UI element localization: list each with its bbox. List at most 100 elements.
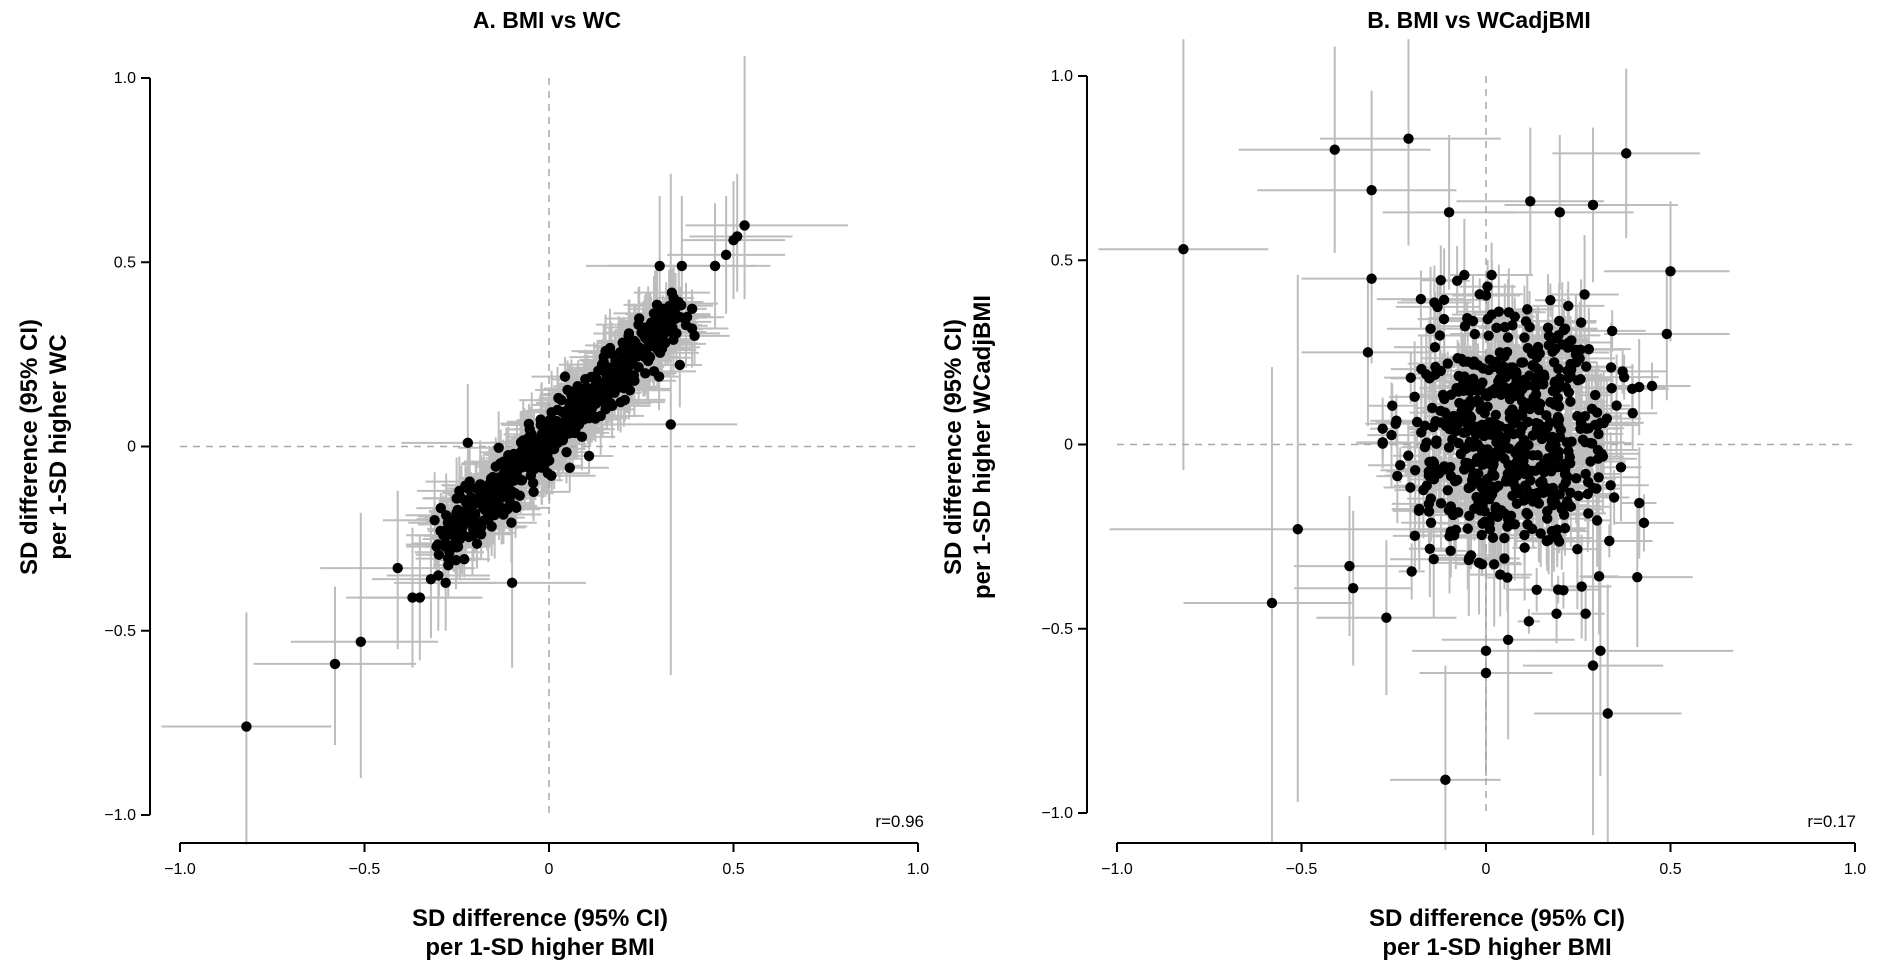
data-point-cloud	[1465, 395, 1476, 406]
data-point-cloud	[1476, 529, 1487, 541]
data-point-cloud	[624, 385, 636, 396]
y-tick-label: 0.5	[114, 254, 136, 271]
data-point-cloud	[670, 313, 681, 324]
data-point-cloud	[1470, 470, 1481, 482]
data-point-cloud	[1593, 571, 1605, 582]
data-point	[1554, 207, 1566, 218]
data-point-cloud	[510, 500, 521, 512]
data-point-cloud	[616, 348, 628, 359]
data-point-cloud	[1634, 497, 1645, 509]
data-point	[1632, 571, 1643, 583]
data-point	[329, 658, 341, 670]
data-point-cloud	[1536, 476, 1548, 487]
data-point-cloud	[1572, 410, 1583, 422]
data-point-cloud	[1475, 381, 1486, 392]
data-point	[1502, 634, 1514, 646]
data-point-cloud	[1499, 553, 1510, 564]
data-point-cloud	[1469, 328, 1481, 340]
data-point-cloud	[471, 527, 483, 539]
data-point-cloud	[1583, 343, 1595, 355]
data-point	[1366, 273, 1377, 284]
data-point-cloud	[1511, 377, 1522, 388]
data-point	[1381, 612, 1392, 623]
data-point	[1178, 243, 1189, 255]
data-point-cloud	[1524, 370, 1535, 381]
data-point-cloud	[1507, 490, 1518, 501]
x-tick-label: −0.5	[349, 861, 381, 878]
data-point	[1347, 583, 1359, 594]
data-point-cloud	[1521, 449, 1532, 460]
data-point-cloud	[1403, 450, 1414, 461]
data-point-cloud	[1508, 463, 1519, 475]
data-point-cloud	[689, 330, 700, 342]
data-point-cloud	[595, 410, 606, 422]
data-point-cloud	[1542, 513, 1553, 524]
data-point-cloud	[1571, 347, 1582, 358]
y-tick-label: −0.5	[1041, 621, 1073, 638]
data-point-cloud	[623, 328, 635, 339]
data-point-cloud	[633, 319, 644, 330]
data-point-cloud	[487, 494, 499, 506]
data-point-cloud	[1581, 361, 1592, 372]
data-point-cloud	[1525, 401, 1537, 412]
data-point-cloud	[1391, 415, 1402, 426]
data-point-cloud	[1583, 508, 1594, 519]
data-point-cloud	[1482, 281, 1493, 292]
data-point-cloud	[1490, 409, 1501, 421]
data-point-cloud	[1431, 435, 1442, 446]
data-point-cloud	[1455, 448, 1467, 460]
panel-a: A. BMI vs WC SD difference (95% CI) per …	[16, 7, 929, 961]
data-point-cloud	[546, 407, 557, 418]
data-point-cloud	[1489, 383, 1501, 395]
data-point-cloud	[604, 369, 615, 380]
data-point-cloud	[1387, 400, 1398, 411]
data-point-cloud	[1617, 366, 1628, 377]
data-point-cloud	[656, 323, 667, 335]
data-point-cloud	[1545, 295, 1556, 306]
data-point-cloud	[1604, 535, 1615, 547]
data-point-cloud	[569, 407, 580, 419]
data-point-cloud	[1522, 519, 1533, 530]
data-point-cloud	[1477, 518, 1488, 529]
panel-a-correlation-label: r=0.96	[875, 812, 924, 831]
data-point-cloud	[1491, 322, 1502, 334]
y-tick-label: −1.0	[1041, 805, 1073, 822]
data-point-cloud	[1563, 445, 1574, 457]
data-point-cloud	[1409, 465, 1421, 476]
data-point-cloud	[609, 387, 620, 398]
data-point	[392, 562, 403, 574]
data-point-cloud	[1575, 317, 1587, 328]
data-point-cloud	[1424, 543, 1436, 554]
data-point-cloud	[1469, 439, 1480, 450]
data-point-cloud	[615, 396, 626, 408]
data-point-cloud	[1487, 532, 1499, 543]
data-point-cloud	[536, 430, 548, 442]
data-point-cloud	[431, 541, 442, 552]
data-point-cloud	[1490, 504, 1501, 515]
data-point-cloud	[1521, 507, 1532, 519]
data-point-cloud	[1424, 456, 1435, 468]
data-point-cloud	[559, 371, 571, 382]
data-point-cloud	[1489, 559, 1500, 570]
data-point-cloud	[449, 538, 461, 549]
data-point-cloud	[1605, 362, 1617, 373]
data-point-cloud	[1532, 372, 1543, 383]
data-point-cloud	[1474, 289, 1485, 300]
data-point-cloud	[1377, 423, 1388, 434]
data-point-cloud	[444, 547, 455, 558]
data-point-cloud	[1437, 389, 1449, 401]
data-point-cloud	[511, 468, 522, 479]
data-point-cloud	[1494, 443, 1506, 454]
data-point	[414, 592, 426, 603]
data-point-cloud	[1585, 456, 1596, 467]
data-point-cloud	[1546, 466, 1557, 477]
data-point-cloud	[1442, 410, 1453, 422]
data-point	[1443, 207, 1455, 218]
data-point-cloud	[1579, 289, 1590, 300]
data-point-cloud	[1506, 407, 1517, 418]
data-point	[1602, 708, 1613, 719]
data-point-cloud	[1429, 341, 1441, 353]
data-point-cloud	[1459, 321, 1471, 332]
data-point-cloud	[507, 487, 518, 499]
data-point-cloud	[1445, 545, 1456, 557]
